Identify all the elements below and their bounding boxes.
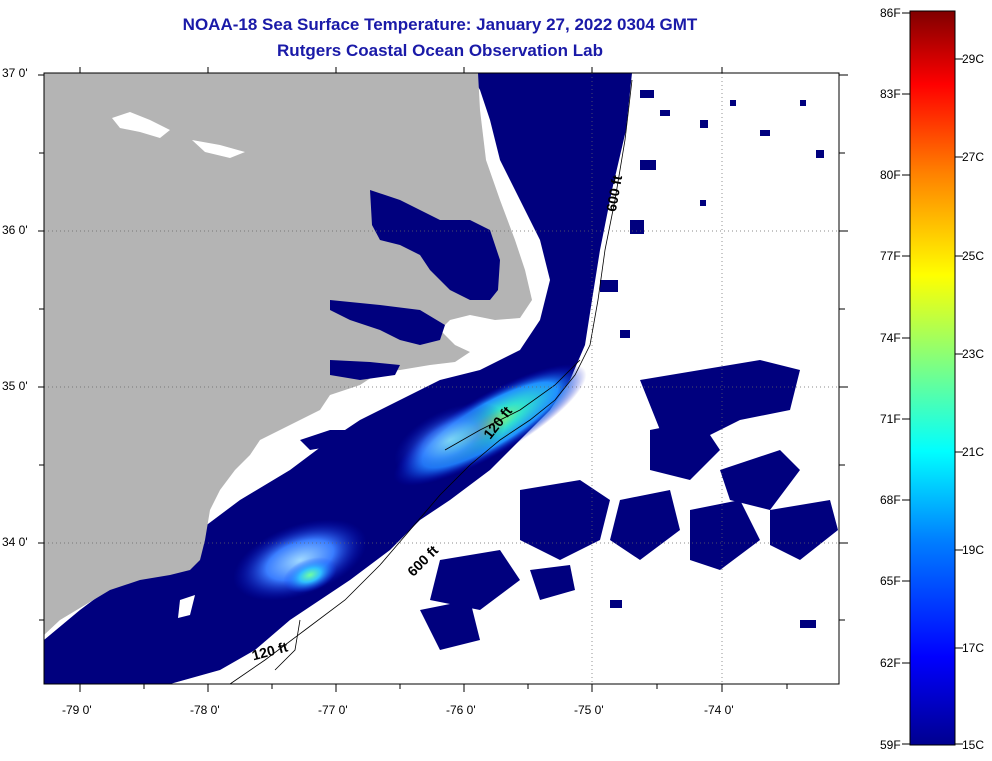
map-frame bbox=[43, 72, 840, 685]
lat-label-35: 35 0' bbox=[2, 379, 28, 393]
colorbar-label-71f: 71F bbox=[880, 412, 901, 426]
offshore-patches bbox=[420, 90, 838, 650]
sounds-and-rivers bbox=[300, 190, 500, 450]
colorbar-label-77f: 77F bbox=[880, 249, 901, 263]
lon-label-79: -79 0' bbox=[62, 703, 92, 717]
colorbar-label-62f: 62F bbox=[880, 656, 901, 670]
colorbar-label-23c: 23C bbox=[962, 347, 985, 361]
lon-label-78: -78 0' bbox=[190, 703, 220, 717]
colorbar-label-68f: 68F bbox=[880, 493, 901, 507]
colorbar-label-21c: 21C bbox=[962, 445, 985, 459]
colorbar-ticks bbox=[902, 12, 963, 745]
inland-lakes bbox=[112, 112, 245, 618]
lat-label-34: 34 0' bbox=[2, 535, 28, 549]
lon-label-77: -77 0' bbox=[318, 703, 348, 717]
warm-spot-onslow bbox=[283, 557, 337, 593]
map-subtitle: Rutgers Coastal Ocean Observation Lab bbox=[277, 41, 603, 60]
colorbar-label-86f: 86F bbox=[880, 6, 901, 20]
lon-label-74: -74 0' bbox=[704, 703, 734, 717]
colorbar-label-29c: 29C bbox=[962, 52, 985, 66]
bathymetry-contours bbox=[229, 79, 633, 685]
lon-label-76: -76 0' bbox=[446, 703, 476, 717]
colorbar-label-65f: 65F bbox=[880, 574, 901, 588]
colorbar-label-83f: 83F bbox=[880, 87, 901, 101]
colorbar-label-74f: 74F bbox=[880, 331, 901, 345]
cool-plume-onslow bbox=[233, 519, 367, 601]
colorbar bbox=[909, 10, 956, 746]
lon-label-75: -75 0' bbox=[574, 703, 604, 717]
colorbar-label-19c: 19C bbox=[962, 543, 985, 557]
colorbar-label-27c: 27C bbox=[962, 150, 985, 164]
axis-ticks bbox=[38, 67, 848, 692]
colorbar-label-25c: 25C bbox=[962, 249, 985, 263]
colorbar-label-80f: 80F bbox=[880, 168, 901, 182]
map-title: NOAA-18 Sea Surface Temperature: January… bbox=[182, 15, 698, 34]
lat-label-37: 37 0' bbox=[2, 66, 28, 80]
colorbar-label-15c: 15C bbox=[962, 738, 985, 752]
colorbar-label-17c: 17C bbox=[962, 641, 985, 655]
grid-lines bbox=[44, 73, 839, 684]
colorbar-label-59f: 59F bbox=[880, 738, 901, 752]
lat-label-36: 36 0' bbox=[2, 223, 28, 237]
